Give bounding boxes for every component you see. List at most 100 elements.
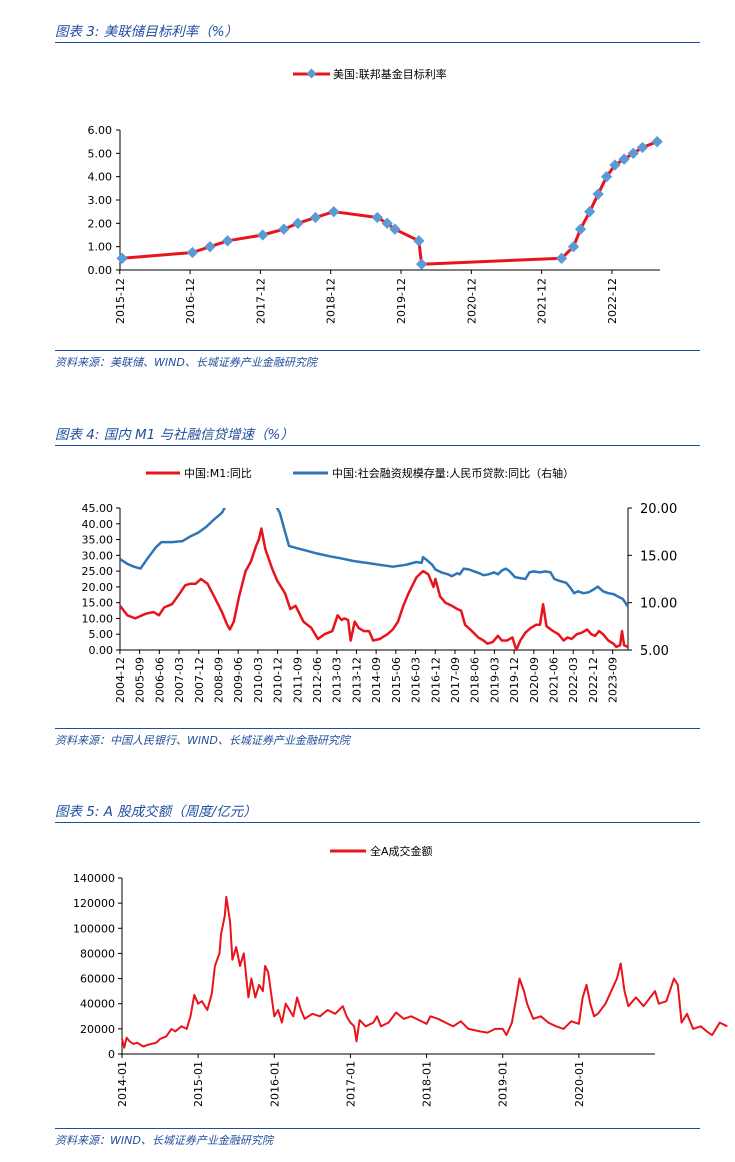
x-tick-label: 2015-01 <box>192 1061 205 1107</box>
figure-3-title: 图表 3: 美联储目标利率（%） <box>55 24 239 40</box>
fed-target-rate-chart: 美国:联邦基金目标利率 0.00 1.00 2.00 3.00 4.00 5.00 6.00 2… <box>88 67 663 324</box>
y-tick-label: 1.00 <box>88 241 113 254</box>
y-tick-label: 15.00 <box>82 597 114 610</box>
a-share-turnover-chart: 全A成交金额 0 20000 40000 60000 80000 100000 120000 1… <box>73 844 728 1107</box>
y-tick-label: 3.00 <box>88 194 113 207</box>
x-tick-label: 2016-12 <box>429 657 442 703</box>
x-tick-label: 2017-01 <box>344 1061 357 1107</box>
data-point <box>651 136 663 148</box>
x-tick-label: 2014-01 <box>116 1061 129 1107</box>
y-tick-label: 25.00 <box>82 565 114 578</box>
data-point <box>257 229 269 241</box>
legend-label: 美国:联邦基金目标利率 <box>333 67 447 81</box>
y2-tick-label: 5.00 <box>640 644 669 659</box>
x-tick-label: 2021-06 <box>548 657 561 703</box>
y-tick-label: 140000 <box>73 872 115 885</box>
figure-3-bottom-rule <box>55 350 700 351</box>
y-tick-label: 10.00 <box>82 612 114 625</box>
x-tick-label: 2021-12 <box>536 278 549 324</box>
x-tick-label: 2014-09 <box>370 657 383 703</box>
x-tick-label: 2007-12 <box>193 657 206 703</box>
x-tick-label: 2015-12 <box>114 278 127 324</box>
x-tick-label: 2010-03 <box>252 657 265 703</box>
legend-label-loans: 中国:社会融资规模存量:人民币贷款:同比（右轴） <box>332 466 574 480</box>
data-point <box>186 246 199 259</box>
x-tick-label: 2019-12 <box>508 657 521 703</box>
figure-4-top-rule <box>55 445 700 446</box>
data-point <box>600 171 613 183</box>
y-tick-label: 20.00 <box>82 581 114 594</box>
y-tick-label: 0.00 <box>89 644 114 657</box>
x-tick-label: 2022-12 <box>606 278 619 324</box>
x-tick-label: 2007-03 <box>173 657 186 703</box>
y-tick-label: 0.00 <box>88 264 113 277</box>
x-tick-label: 2018-01 <box>421 1061 434 1107</box>
figure-5-top-rule <box>55 822 700 823</box>
x-tick-label: 2012-06 <box>311 657 324 703</box>
y2-tick-label: 15.00 <box>640 549 677 564</box>
x-tick-label: 2008-09 <box>212 657 225 703</box>
y-tick-label: 5.00 <box>89 628 114 641</box>
figure-5-source: 资料来源：WIND、长城证券产业金融研究院 <box>55 1134 273 1147</box>
y-tick-label: 120000 <box>73 897 115 910</box>
y-tick-label: 40000 <box>80 998 115 1011</box>
x-tick-label: 2016-01 <box>268 1061 281 1107</box>
figure-4-title: 图表 4: 国内 M1 与社融信贷增速（%） <box>55 427 294 443</box>
x-tick-label: 2016-12 <box>184 278 197 324</box>
y-tick-label: 40.00 <box>82 518 114 531</box>
figure-5-title: 图表 5: A 股成交额（周度/亿元） <box>55 804 257 820</box>
data-point <box>292 217 304 229</box>
figure-3-source: 资料来源：美联储、WIND、长城证券产业金融研究院 <box>55 356 317 369</box>
figure-5-bottom-rule <box>55 1128 700 1129</box>
series-line-loans <box>120 508 628 608</box>
data-point <box>204 241 216 253</box>
y-tick-label: 2.00 <box>88 217 113 230</box>
figure-3-top-rule <box>55 42 700 43</box>
x-tick-label: 2018-12 <box>325 278 338 324</box>
x-tick-label: 2011-09 <box>291 657 304 703</box>
figure-4-bottom-rule <box>55 728 700 729</box>
data-point <box>328 206 340 218</box>
data-point <box>389 223 401 235</box>
data-point <box>415 258 428 270</box>
x-tick-label: 2017-12 <box>254 278 267 324</box>
y-tick-label: 35.00 <box>82 534 114 547</box>
legend-label: 全A成交金额 <box>370 844 433 858</box>
x-tick-label: 2006-06 <box>153 657 166 703</box>
y-tick-label: 45.00 <box>82 502 114 515</box>
data-point <box>627 147 639 159</box>
y2-tick-label: 10.00 <box>640 597 677 612</box>
data-point <box>574 223 587 235</box>
data-point <box>413 235 425 247</box>
data-point <box>309 211 322 224</box>
data-point <box>555 252 568 264</box>
x-tick-label: 2016-03 <box>410 657 423 703</box>
x-tick-label: 2010-12 <box>272 657 285 703</box>
x-tick-label: 2013-03 <box>331 657 344 703</box>
x-tick-label: 2015-06 <box>390 657 403 703</box>
m1-loan-growth-chart: 中国:M1:同比 中国:社会融资规模存量:人民币贷款:同比（右轴） 0.00 5.00… <box>82 466 678 703</box>
data-point <box>567 241 580 253</box>
x-tick-label: 2020-09 <box>528 657 541 703</box>
x-tick-label: 2019-12 <box>395 278 408 324</box>
x-tick-label: 2019-03 <box>488 657 501 703</box>
y-tick-label: 30.00 <box>82 549 114 562</box>
series-line <box>121 895 728 1049</box>
data-point <box>381 217 393 229</box>
y-tick-label: 0 <box>108 1048 115 1061</box>
data-point <box>371 211 384 224</box>
x-tick-label: 2019-01 <box>497 1061 510 1107</box>
x-tick-label: 2004-12 <box>114 657 127 703</box>
legend-label-m1: 中国:M1:同比 <box>184 467 252 480</box>
x-tick-label: 2020-01 <box>573 1061 586 1107</box>
figure-4-source: 资料来源：中国人民银行、WIND、长城证券产业金融研究院 <box>55 734 350 747</box>
x-tick-label: 2022-12 <box>587 657 600 703</box>
data-point <box>221 235 234 247</box>
x-tick-label: 2013-12 <box>350 657 363 703</box>
x-tick-label: 2023-09 <box>607 657 620 703</box>
y-tick-label: 60000 <box>80 973 115 986</box>
x-tick-label: 2017-09 <box>449 657 462 703</box>
x-tick-label: 2009-06 <box>232 657 245 703</box>
legend-marker <box>306 68 317 79</box>
data-point <box>584 206 596 218</box>
